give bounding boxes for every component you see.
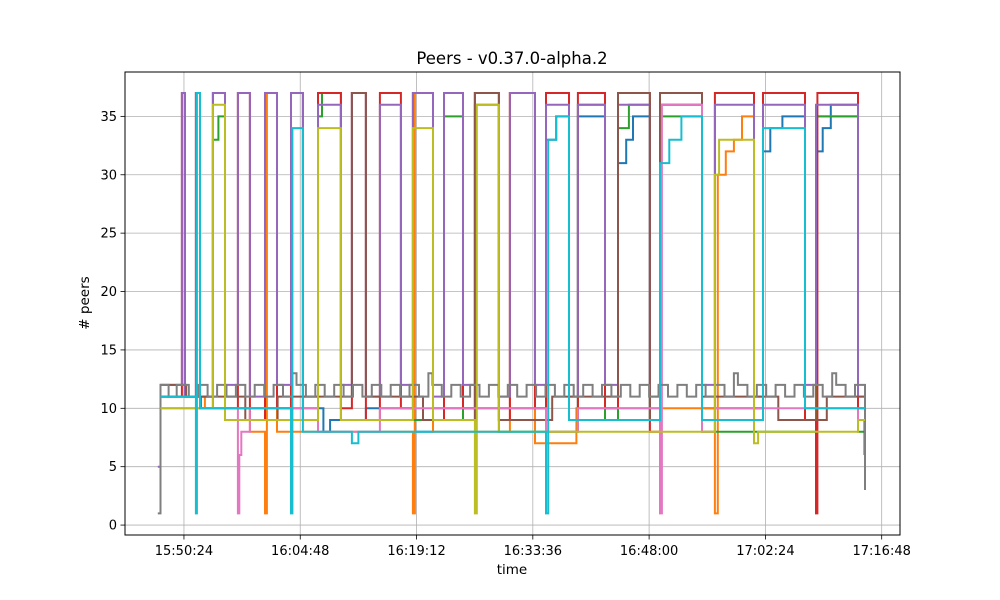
x-axis: 15:50:24 16:04:48 16:19:12 16:33:36 16:48:00…	[155, 535, 911, 559]
series-line-7	[157, 372, 866, 515]
x-tick-label: 16:33:36	[504, 544, 562, 559]
x-tick-label: 17:02:24	[736, 544, 794, 559]
y-axis: 0 5 10 15 20 25 30 35	[100, 110, 125, 534]
series-line-9	[160, 92, 865, 515]
x-tick-label: 16:48:00	[620, 544, 678, 559]
y-tick-label: 35	[100, 110, 117, 125]
x-tick-label: 16:19:12	[387, 544, 445, 559]
series-group	[157, 92, 866, 515]
y-tick-label: 0	[109, 519, 117, 534]
series-line-4	[157, 92, 865, 468]
y-tick-label: 20	[100, 285, 117, 300]
y-tick-label: 5	[109, 460, 117, 475]
series-line-1	[160, 92, 865, 515]
y-tick-label: 25	[100, 227, 117, 242]
x-tick-label: 16:04:48	[271, 544, 329, 559]
x-axis-label: time	[497, 562, 528, 578]
y-tick-label: 30	[100, 168, 117, 183]
plot-frame	[124, 71, 901, 536]
y-tick-label: 15	[100, 343, 117, 358]
x-tick-label: 17:16:48	[852, 544, 910, 559]
y-axis-label: # peers	[77, 276, 93, 329]
x-tick-label: 15:50:24	[155, 544, 213, 559]
chart-title: Peers - v0.37.0-alpha.2	[416, 49, 607, 68]
grid	[125, 72, 900, 535]
y-tick-label: 10	[100, 402, 117, 417]
